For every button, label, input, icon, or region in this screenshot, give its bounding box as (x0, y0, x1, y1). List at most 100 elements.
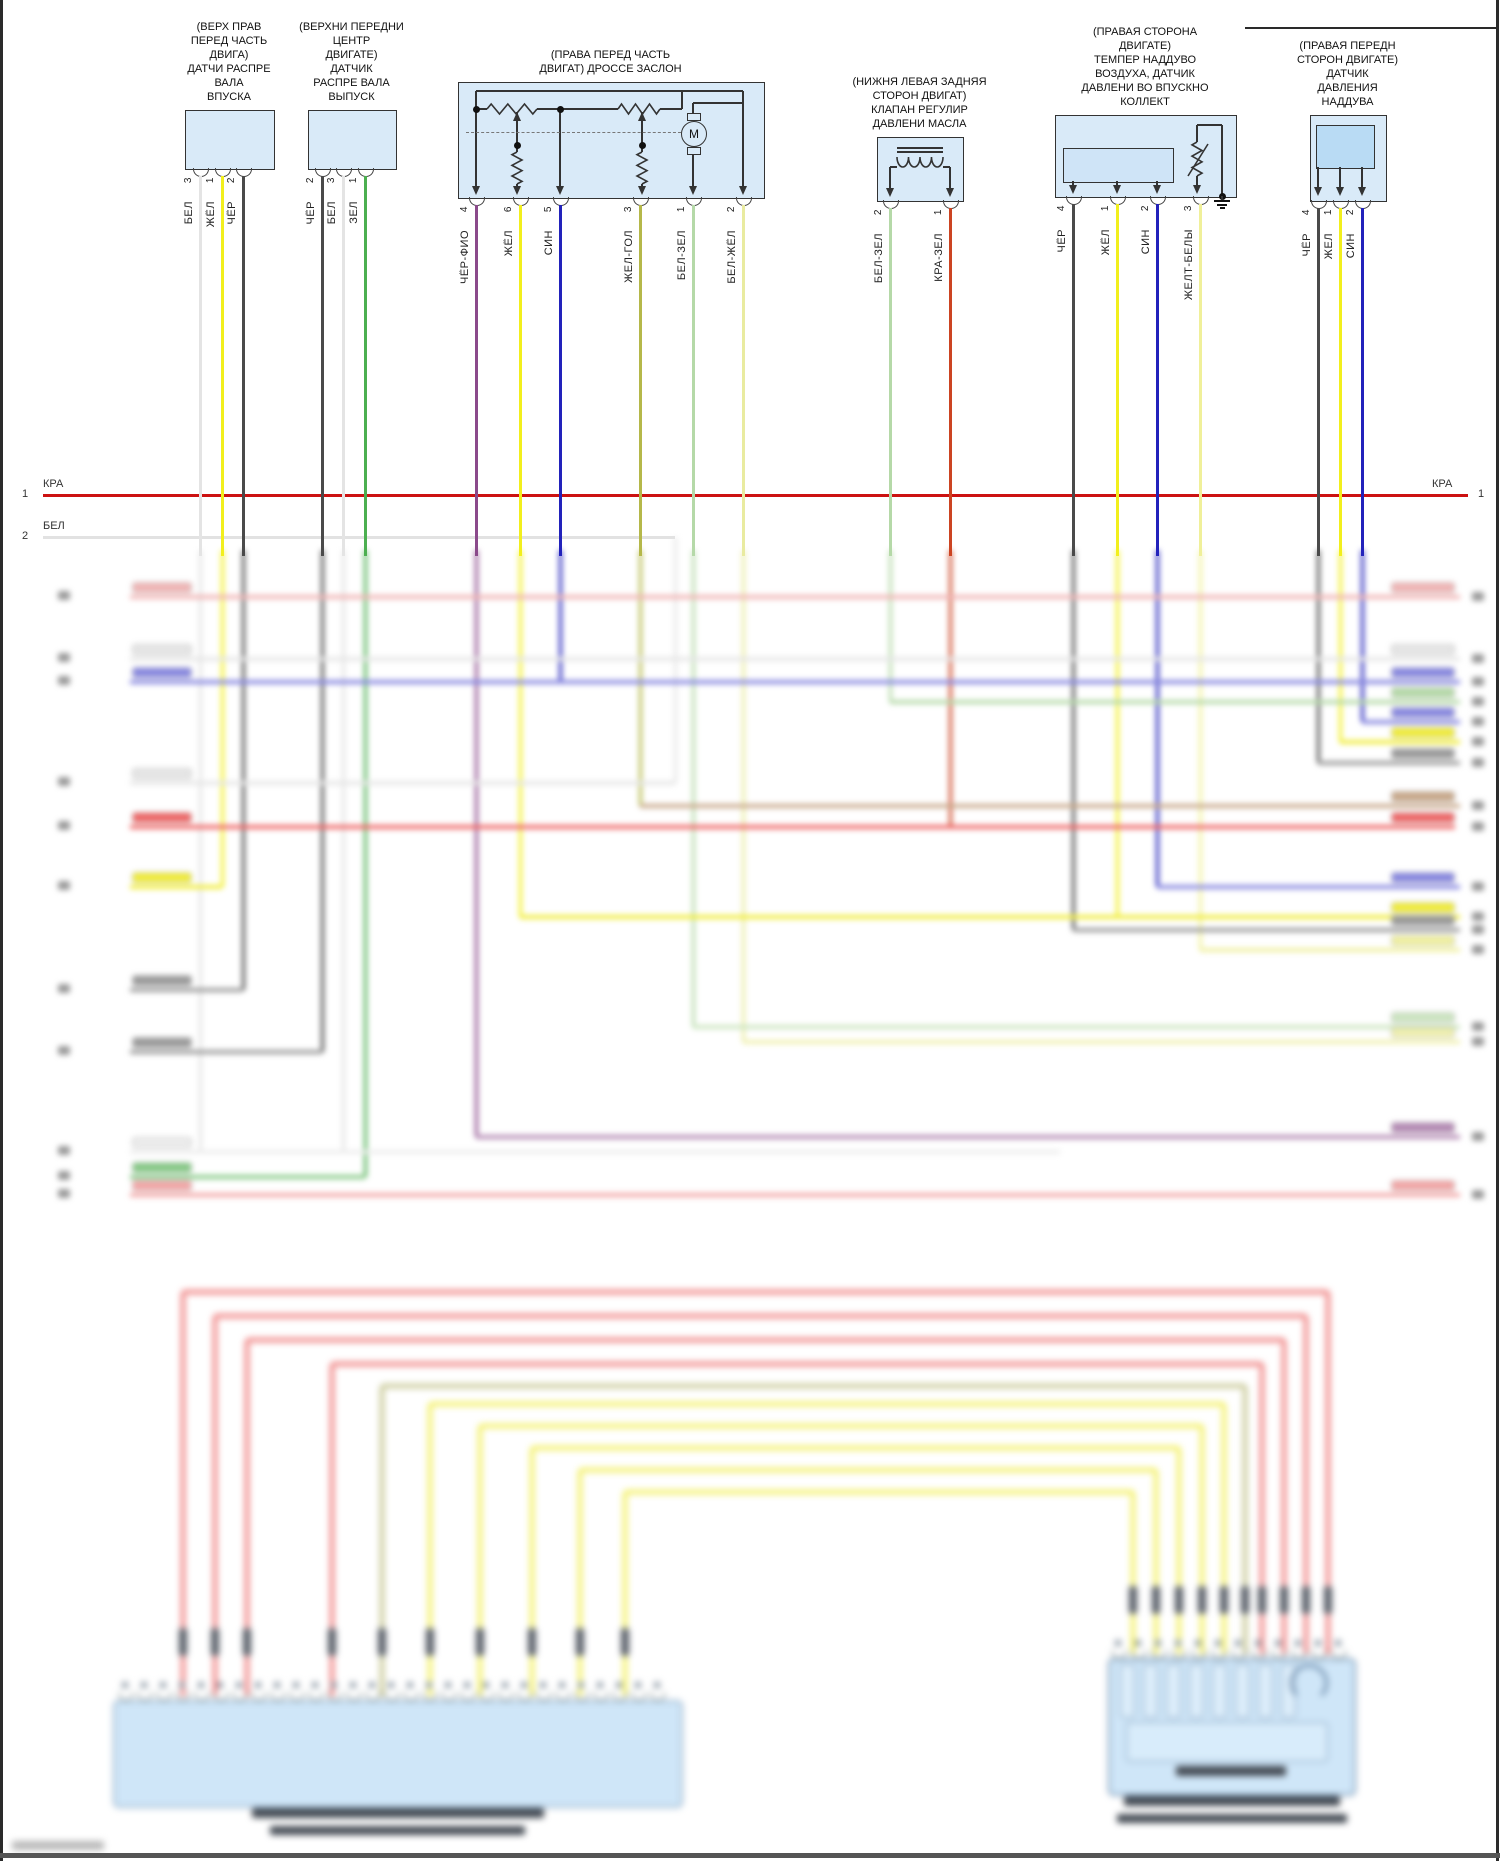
harness-wire (625, 1490, 1133, 1494)
internal-line (692, 103, 694, 113)
component-label-line: ДАТЧИК (330, 63, 373, 75)
wire-color-label: ЧЁР (1301, 233, 1313, 257)
wire-row (1318, 761, 1460, 765)
arrow-down-icon (555, 186, 564, 195)
pin-number: 2 (305, 177, 316, 184)
pin-number-blob (1235, 1640, 1241, 1646)
row-number-blob (1472, 1022, 1484, 1031)
wire-drop (241, 550, 245, 990)
wire-drop (474, 550, 478, 1137)
pin-number-blob (255, 1682, 261, 1688)
pin-number: 1 (933, 209, 944, 216)
harness-wire (330, 1364, 334, 1696)
connector-pin-arc (1152, 1650, 1166, 1659)
internal-line (949, 167, 951, 189)
wire-color-label: СИН (543, 230, 555, 256)
connector-pin-arc (1292, 1650, 1306, 1659)
wire-row (890, 700, 1460, 704)
caption-text-blob (270, 1826, 525, 1835)
component-label-line: ДВИГА) (209, 49, 249, 61)
wire-ЖЁЛ (518, 205, 522, 556)
wire-label-blob (1258, 1586, 1266, 1614)
row-label-blob (133, 769, 191, 778)
harness-wire (428, 1404, 432, 1696)
row-label-blob (133, 873, 191, 882)
row-number-blob (1472, 945, 1484, 954)
connector-pin-arc (385, 1692, 399, 1701)
wire-label-blob (1220, 1586, 1228, 1614)
pin-number-blob (312, 1682, 318, 1688)
page-border-right (1496, 0, 1499, 1861)
page-border-top-right (1245, 27, 1498, 29)
row-number-blob (1472, 654, 1484, 663)
component-label-line: КОЛЛЕКТ (1120, 96, 1170, 108)
wire-drop (1071, 550, 1075, 930)
pin-number-blob (483, 1682, 489, 1688)
pin-number-blob (179, 1682, 185, 1688)
row-number-blob (58, 591, 70, 600)
motor-brush (687, 113, 701, 121)
wire-drop (741, 550, 745, 1042)
wire-label-blob (211, 1628, 219, 1656)
pin-number-blob (1115, 1640, 1121, 1646)
connector-pin-arc (157, 1692, 171, 1701)
junction-dot (638, 141, 646, 149)
internal-line (890, 166, 897, 168)
harness-wire (478, 1426, 482, 1696)
pin-number: 2 (1345, 209, 1356, 216)
ground-icon (1217, 203, 1227, 206)
junction-dot (556, 105, 564, 113)
pin-number: 2 (1140, 205, 1151, 212)
harness-wire (578, 1470, 582, 1696)
pin-number-blob (217, 1682, 223, 1688)
wire-color-label: ЖЁЛ (503, 230, 515, 257)
wire-drop (638, 550, 642, 806)
component-label-line: ВЫПУСК (328, 91, 375, 103)
row-label-blob (1392, 792, 1454, 801)
connector-pin-arc (233, 1692, 247, 1701)
component-label-line: ДАВЛЕНИЯ (1317, 82, 1378, 94)
wire-label-blob (328, 1628, 336, 1656)
connector-pin-arc (290, 1692, 304, 1701)
internal-line (943, 166, 950, 168)
component-label-line: ВАЛА (214, 77, 244, 89)
wire-drop (558, 550, 562, 682)
wire-color-label: КРА-ЗЕЛ (933, 233, 945, 282)
component-box-exhaust-camshaft-sensor (308, 110, 397, 170)
component-label-line: ДВИГАТ) ДРОССЕ ЗАСЛОН (539, 63, 682, 75)
wire-color-label: БЕЛ-ЗЕЛ (873, 233, 885, 284)
connector-slot (1143, 1664, 1158, 1718)
wire-color-label: БЕЛ (183, 201, 195, 225)
ecm-connector-block-left (113, 1700, 683, 1808)
caption-text-blob (252, 1808, 544, 1818)
caption-text-blob (1124, 1796, 1340, 1806)
solenoid-core-line (897, 151, 943, 153)
wire-drop (1316, 550, 1320, 763)
bus1-number-right: 1 (1478, 488, 1485, 500)
pin-number-blob (141, 1682, 147, 1688)
wire-label-blob (1175, 1586, 1183, 1614)
inner-box (1316, 125, 1375, 169)
wire-color-label: БЕЛ-ЖЁЛ (726, 230, 738, 284)
pin-number: 1 (348, 177, 359, 184)
pin-number-blob (1135, 1640, 1141, 1646)
wire-drop (1155, 550, 1159, 887)
internal-line (641, 184, 643, 187)
row-number-blob (58, 1171, 70, 1180)
connector-slot (1189, 1664, 1204, 1718)
row-number-blob (58, 1046, 70, 1055)
connector-pin-arc (1332, 1650, 1346, 1659)
caption-text-blob (1117, 1814, 1347, 1823)
component-label: (ПРАВАЯ ПЕРЕДН СТОРОН ДВИГАТЕ) ДАТЧИК ДАВЛЕ… (1238, 39, 1458, 109)
internal-line (1317, 167, 1319, 188)
wire-label-blob (243, 1628, 251, 1656)
harness-wire (480, 1424, 1202, 1428)
internal-line (1156, 181, 1158, 188)
connector-inner-bar (1126, 1722, 1328, 1762)
wire-row (693, 1025, 1460, 1029)
row-number-blob (1472, 912, 1484, 921)
pin-number: 3 (623, 206, 634, 213)
connector-slot (1212, 1664, 1227, 1718)
internal-line (889, 167, 891, 189)
